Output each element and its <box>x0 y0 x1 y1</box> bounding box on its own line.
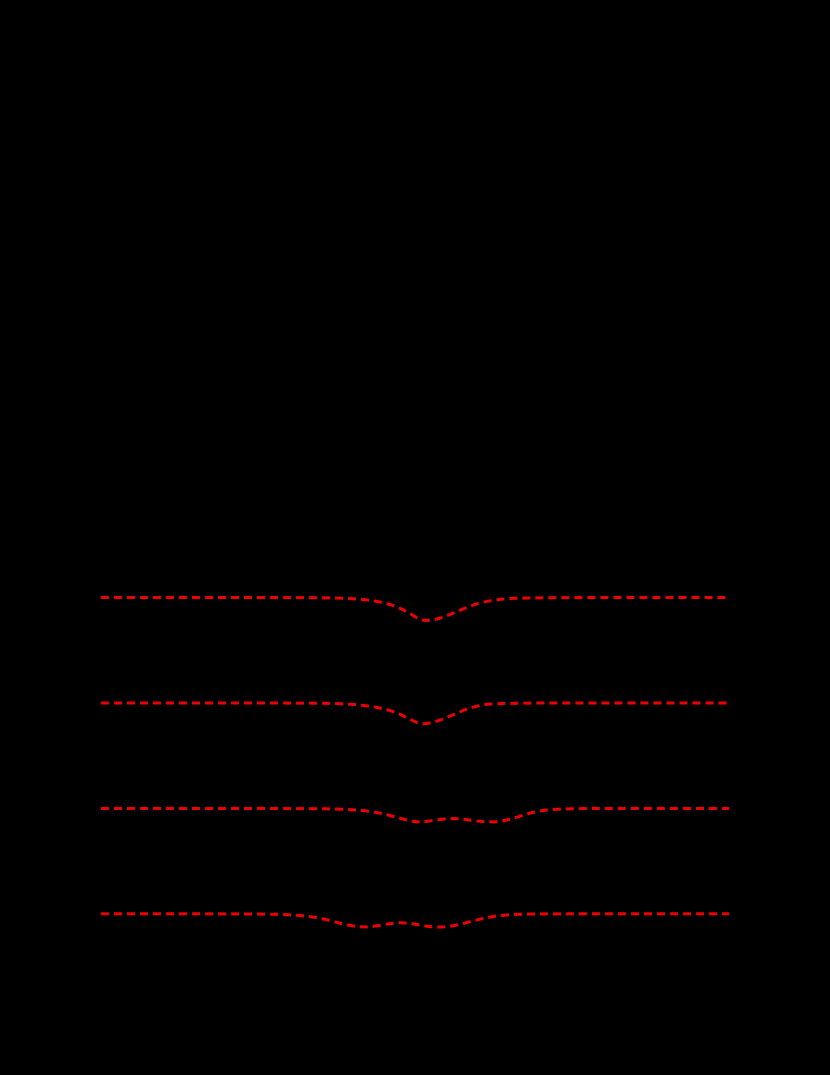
curve-series-group <box>100 595 729 929</box>
model-curve-4 <box>101 912 729 929</box>
model-curve-2 <box>101 701 729 726</box>
model-curve-3 <box>101 806 729 824</box>
model-curve-1 <box>100 595 729 622</box>
